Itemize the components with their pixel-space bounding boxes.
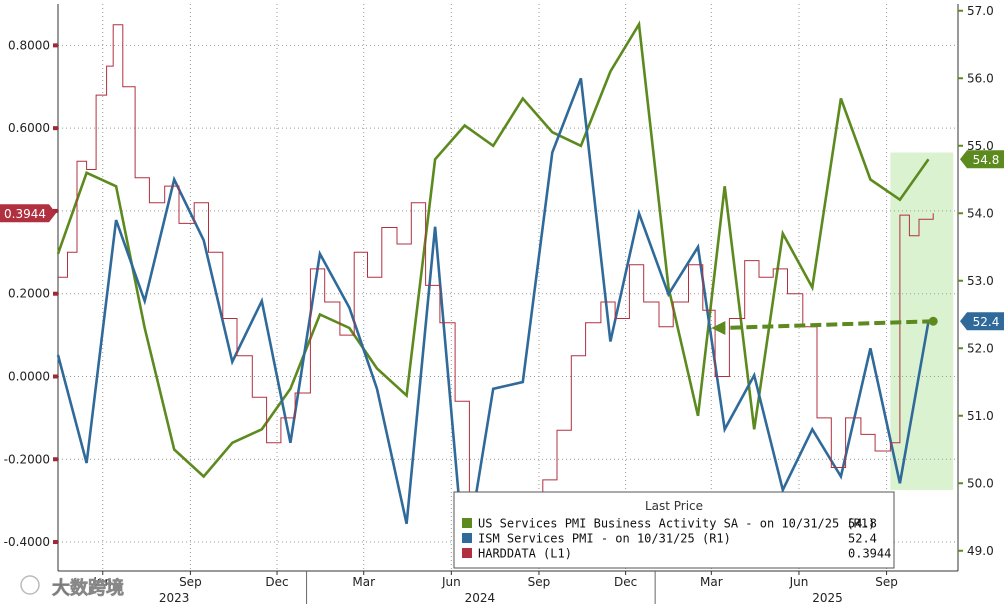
legend-swatch: [462, 518, 472, 528]
watermark-text: 大数跨境: [52, 577, 124, 599]
left-tick-label: -0.2000: [4, 452, 50, 466]
right-tick-label: 50.0: [967, 476, 994, 490]
left-tick-mark: [53, 457, 58, 462]
x-tick-label: Mar: [352, 575, 375, 589]
legend-entry-value: 52.4: [848, 532, 877, 546]
legend-swatch: [462, 548, 472, 558]
legend-entry-text: HARDDATA (L1): [478, 547, 572, 561]
x-tick-label: Dec: [265, 575, 288, 589]
left-tick-mark: [53, 43, 58, 48]
left-tick-label: 0.2000: [8, 287, 50, 301]
legend-entry-text: US Services PMI Business Activity SA - o…: [478, 517, 875, 531]
legend-title: Last Price: [645, 499, 703, 513]
left-value-badge-text: 0.3944: [4, 207, 46, 221]
arrow-head: [711, 321, 726, 335]
right-tick-label: 52.0: [967, 341, 994, 355]
left-tick-label: 0.8000: [8, 38, 50, 52]
x-year-label: 2025: [812, 591, 843, 605]
right-value-badge-text: 52.4: [973, 315, 1000, 329]
left-tick-mark: [53, 374, 58, 379]
left-tick-label: 0.6000: [8, 121, 50, 135]
legend-entry-value: 0.3944: [848, 547, 891, 561]
right-tick-label: 49.0: [967, 544, 994, 558]
right-tick-label: 56.0: [967, 71, 994, 85]
right-tick-label: 53.0: [967, 274, 994, 288]
legend-swatch: [462, 533, 472, 543]
right-tick-label: 57.0: [967, 4, 994, 18]
left-tick-mark: [53, 126, 58, 131]
left-tick-mark: [53, 208, 58, 213]
x-tick-label: Mar: [700, 575, 723, 589]
x-year-label: 2024: [465, 591, 496, 605]
left-value-badge: [0, 204, 56, 223]
watermark-logo: [20, 575, 40, 595]
x-tick-label: Sep: [179, 575, 202, 589]
right-value-badge-text: 54.8: [973, 153, 1000, 167]
right-tick-label: 55.0: [967, 139, 994, 153]
right-tick-label: 54.0: [967, 206, 994, 220]
x-year-label: 2023: [159, 591, 190, 605]
legend-entry-text: ISM Services PMI - on 10/31/25 (R1): [478, 532, 731, 546]
left-tick-mark: [53, 540, 58, 545]
left-tick-mark: [53, 291, 58, 296]
right-value-badge: [960, 312, 1004, 331]
arrow-line: [723, 319, 934, 330]
legend-entry-value: 54.8: [848, 517, 877, 531]
plot-area: [58, 4, 958, 571]
series-line-us-services-pmi-business-activity-sa: [56, 20, 930, 479]
x-tick-label: Sep: [875, 575, 898, 589]
arrow-origin-dot: [928, 316, 938, 326]
right-tick-label: 51.0: [967, 409, 994, 423]
legend-box: [453, 491, 895, 569]
series-line-ism-services-pmi: [56, 77, 930, 565]
x-tick-label: Jun: [92, 575, 112, 589]
right-value-badge: [960, 150, 1004, 169]
left-tick-label: 0.0000: [8, 369, 50, 383]
x-tick-label: Jun: [789, 575, 809, 589]
x-tick-label: Sep: [528, 575, 551, 589]
x-tick-label: Jun: [441, 575, 461, 589]
x-tick-label: Dec: [614, 575, 637, 589]
left-tick-label: -0.4000: [4, 535, 50, 549]
